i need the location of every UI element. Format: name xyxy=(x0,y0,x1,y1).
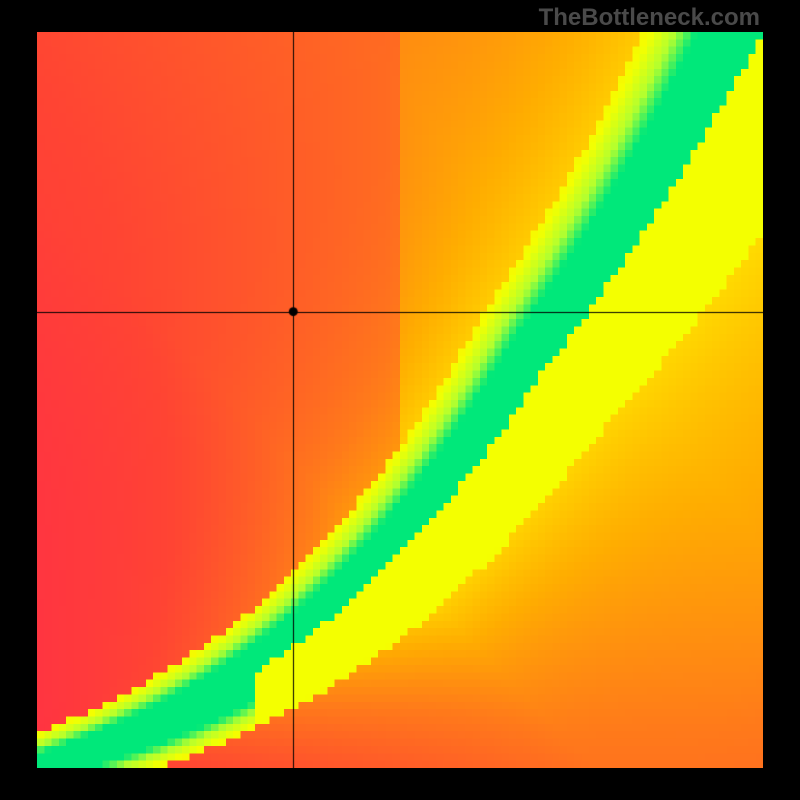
crosshair-overlay xyxy=(37,32,763,768)
watermark-text: TheBottleneck.com xyxy=(539,4,760,32)
chart-container: TheBottleneck.com xyxy=(0,0,800,800)
